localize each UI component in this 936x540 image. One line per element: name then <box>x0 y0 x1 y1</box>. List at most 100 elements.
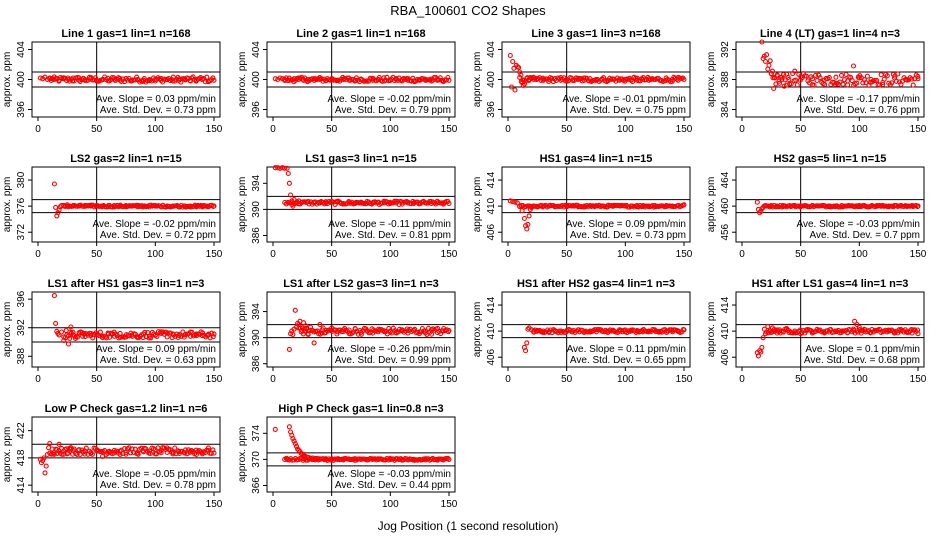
data-point <box>178 333 184 339</box>
data-point <box>525 221 531 227</box>
data-point <box>524 226 530 232</box>
data-point <box>849 78 855 84</box>
x-tick-label: 150 <box>441 249 458 260</box>
data-point <box>889 80 895 86</box>
data-point <box>142 329 148 335</box>
data-point <box>103 335 110 341</box>
data-point <box>97 329 103 335</box>
x-tick-label: 150 <box>676 124 693 135</box>
panel-2: Line 2 gas=1 lin=1 n=168 approx. ppm 0 50 10… <box>237 28 458 135</box>
data-point <box>764 52 770 58</box>
y-tick-label: 456 <box>720 223 731 240</box>
data-point <box>784 82 790 88</box>
x-tick-label: 150 <box>206 124 223 135</box>
x-tick-label: 50 <box>326 124 338 135</box>
x-tick-label: 150 <box>441 124 458 135</box>
y-tick-label: 390 <box>251 329 262 346</box>
panel-1: Line 1 gas=1 lin=1 n=168 approx. ppm 0 50 10… <box>2 28 223 135</box>
y-tick-label: 388 <box>16 348 27 365</box>
x-tick-label: 0 <box>739 374 745 385</box>
data-point <box>880 81 886 88</box>
stddev-annotation: Ave. Std. Dev. = 0.76 ppm <box>804 105 920 116</box>
x-tick-label: 150 <box>441 374 458 385</box>
stddev-annotation: Ave. Std. Dev. = 0.99 ppm <box>335 355 451 366</box>
data-point <box>290 331 296 337</box>
x-tick-label: 0 <box>270 374 276 385</box>
data-point <box>123 451 129 457</box>
y-tick-label: 390 <box>251 201 262 218</box>
data-point <box>311 340 317 346</box>
data-point <box>89 451 95 457</box>
data-point <box>785 74 791 80</box>
x-tick-label: 50 <box>795 124 807 135</box>
data-point <box>884 73 890 79</box>
data-point <box>284 165 290 171</box>
x-tick-label: 50 <box>795 249 807 260</box>
x-tick-label: 100 <box>147 249 164 260</box>
stddev-annotation: Ave. Std. Dev. = 0.73 ppm <box>100 105 216 116</box>
x-tick-label: 100 <box>382 249 399 260</box>
y-axis-label: approx. ppm <box>706 302 717 358</box>
data-point <box>286 346 292 352</box>
data-point <box>126 445 132 451</box>
data-point <box>277 75 283 81</box>
data-point <box>765 324 771 330</box>
panel-grid: Line 1 gas=1 lin=1 n=168 approx. ppm 0 50 10… <box>2 28 927 510</box>
panel-title: LS2 gas=2 lin=1 n=15 <box>70 153 182 165</box>
slope-annotation: Ave. Slope = -0.05 ppm/min <box>93 469 217 480</box>
x-tick-label: 50 <box>91 499 103 510</box>
data-point <box>864 73 870 79</box>
y-axis-label: approx. ppm <box>472 302 483 358</box>
data-point <box>140 335 146 341</box>
data-point <box>680 202 686 208</box>
data-point <box>428 331 435 337</box>
panel-11: HS1 after HS2 gas=4 lin=1 n=3 approx. ppm… <box>472 278 693 385</box>
x-tick-label: 100 <box>382 124 399 135</box>
x-tick-label: 150 <box>206 249 223 260</box>
y-tick-label: 396 <box>486 101 497 118</box>
data-point <box>856 324 862 330</box>
plot-frame <box>31 416 221 493</box>
data-point <box>47 441 53 447</box>
x-tick-label: 0 <box>270 249 276 260</box>
slope-annotation: Ave. Slope = 0.09 ppm/min <box>96 344 216 355</box>
data-point <box>210 334 216 340</box>
stddev-annotation: Ave. Std. Dev. = 0.75 ppm <box>570 105 686 116</box>
slope-annotation: Ave. Slope = -0.03 ppm/min <box>797 219 921 230</box>
y-tick-label: 388 <box>720 71 731 88</box>
x-tick-label: 100 <box>851 374 868 385</box>
x-tick-label: 100 <box>147 374 164 385</box>
data-point <box>285 170 291 177</box>
data-point <box>782 77 788 83</box>
panel-title: LS1 after HS1 gas=3 lin=1 n=3 <box>48 278 205 290</box>
data-point <box>58 329 65 335</box>
stddev-annotation: Ave. Std. Dev. = 0.63 ppm <box>100 355 216 366</box>
x-tick-label: 50 <box>326 499 338 510</box>
data-point <box>300 331 306 337</box>
data-point <box>286 180 292 186</box>
y-tick-label: 400 <box>486 71 497 88</box>
data-point <box>76 447 82 453</box>
y-tick-label: 394 <box>251 303 262 320</box>
y-tick-label: 396 <box>251 101 262 118</box>
plot-frame <box>266 291 456 368</box>
data-point <box>56 441 62 447</box>
x-tick-label: 150 <box>441 499 458 510</box>
data-point <box>856 75 862 81</box>
x-tick-label: 0 <box>35 499 41 510</box>
data-point <box>915 204 921 210</box>
y-axis-label: approx. ppm <box>237 52 248 108</box>
panel-6: LS1 gas=3 lin=1 n=15 approx. ppm 0 50 100 150… <box>237 153 458 260</box>
data-point <box>852 318 858 324</box>
data-point <box>279 165 285 171</box>
y-tick-label: 414 <box>16 476 27 493</box>
data-point <box>319 330 325 336</box>
data-point <box>769 68 776 74</box>
data-point <box>850 63 857 69</box>
panel-12: HS1 after LS1 gas=4 lin=1 n=3 approx. ppm… <box>706 278 927 385</box>
data-point <box>909 76 915 82</box>
y-tick-label: 386 <box>251 227 262 244</box>
y-axis-label: approx. ppm <box>472 52 483 108</box>
x-tick-label: 50 <box>561 124 573 135</box>
